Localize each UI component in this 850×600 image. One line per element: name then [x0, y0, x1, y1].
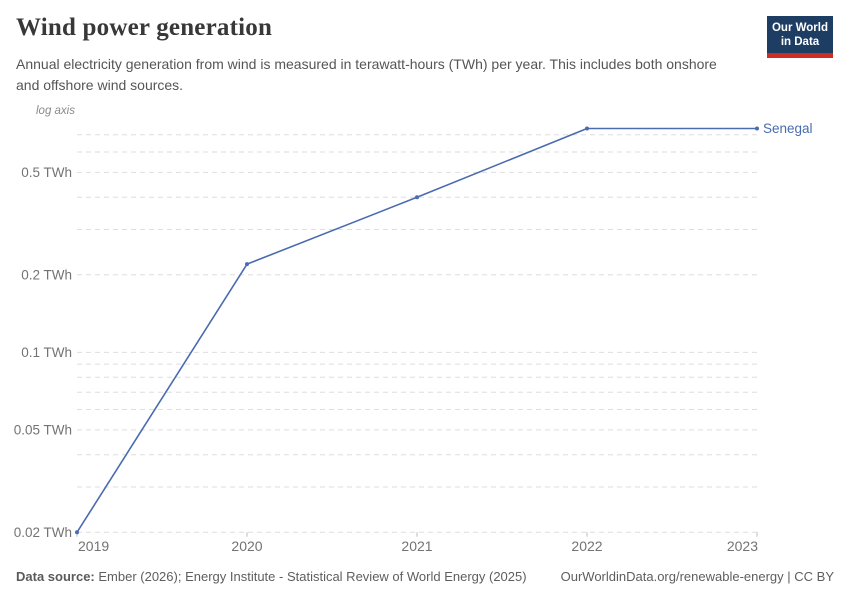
series-line: [76, 127, 758, 534]
data-point-marker: [75, 530, 79, 535]
log-axis-note: log axis: [36, 105, 75, 117]
data-point-marker: [245, 262, 249, 267]
chart-footer: Data source: Ember (2026); Energy Instit…: [16, 569, 834, 584]
data-source-text: Ember (2026); Energy Institute - Statist…: [94, 569, 527, 584]
data-source: Data source: Ember (2026); Energy Instit…: [16, 569, 527, 584]
logo-line-2: in Data: [780, 36, 820, 48]
logo-line-1: Our World: [771, 22, 828, 34]
x-axis-tick-label: 2021: [401, 538, 432, 554]
page-title: Wind power generation: [16, 14, 273, 41]
owid-url-license: OurWorldinData.org/renewable-energy | CC…: [560, 569, 834, 584]
data-source-label: Data source:: [16, 569, 95, 584]
y-axis-tick-label: 0.2 TWh: [21, 267, 72, 282]
x-axis-tick-label: 2019: [78, 538, 109, 554]
y-axis-tick-label: 0.5 TWh: [21, 165, 72, 180]
owid-logo: Our World in Data: [767, 16, 833, 58]
x-axis-tick-label: 2022: [571, 538, 602, 554]
y-axis-tick-label: 0.1 TWh: [21, 345, 72, 360]
data-point-marker: [755, 126, 759, 131]
data-point-marker: [585, 126, 589, 131]
x-axis-tick-label: 2023: [727, 538, 758, 554]
series-label: Senegal: [763, 121, 813, 136]
y-axis-tick-label: 0.02 TWh: [14, 525, 72, 540]
y-axis-tick-label: 0.05 TWh: [14, 422, 72, 437]
chart-subtitle: Annual electricity generation from wind …: [16, 56, 717, 93]
data-point-marker: [415, 195, 419, 200]
x-axis-tick-label: 2020: [231, 538, 262, 554]
